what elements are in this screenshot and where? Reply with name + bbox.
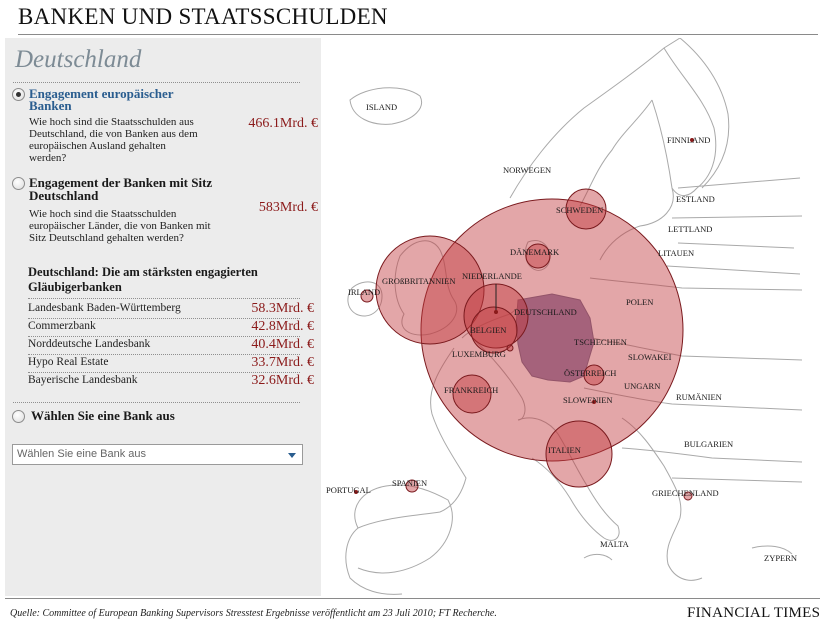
creditor-value: 40.4Mrd. €	[251, 337, 314, 352]
divider	[28, 372, 300, 373]
label-irland: IRLAND	[348, 287, 380, 297]
divider	[28, 354, 300, 355]
option-desc-line: Deutschland, die von Banken aus dem	[29, 128, 198, 140]
label-lettland: LETTLAND	[668, 224, 712, 234]
dot-portugal	[354, 490, 358, 494]
creditor-name: Bayerische Landesbank	[28, 374, 138, 386]
label-polen: POLEN	[626, 297, 653, 307]
divider	[28, 318, 300, 319]
creditors-heading-line1: Deutschland: Die am stärksten engagierte…	[28, 265, 258, 279]
divider	[28, 336, 300, 337]
label-slowakei: SLOWAKEI	[628, 352, 672, 362]
bubble-belgien[interactable]	[470, 306, 518, 354]
label-finnland: FINNLAND	[667, 135, 710, 145]
label-belgien: BELGIEN	[470, 325, 506, 335]
creditor-value: 42.8Mrd. €	[251, 319, 314, 334]
radio-engagement-european-banks[interactable]	[12, 88, 25, 101]
creditor-value: 32.6Mrd. €	[251, 373, 314, 388]
label-griechenland: GRIECHENLAND	[652, 488, 719, 498]
bubble-schweden[interactable]	[565, 188, 607, 230]
bubble-griechenland[interactable]	[683, 491, 693, 501]
divider	[13, 402, 300, 403]
creditor-value: 58.3Mrd. €	[251, 301, 314, 316]
brand-logo: FINANCIAL TIMES	[687, 605, 821, 621]
bubble-luxemburg[interactable]	[506, 344, 514, 352]
germany-highlight	[515, 293, 595, 383]
bubble-daenemark[interactable]	[525, 243, 551, 269]
creditor-name: Commerzbank	[28, 320, 96, 332]
city-dots	[354, 138, 694, 494]
label-rumaenien: RUMÄNIEN	[676, 392, 722, 402]
label-spanien: SPANIEN	[392, 478, 427, 488]
option-title-european-banks-line2[interactable]: Banken	[29, 98, 72, 113]
option-desc-line: Sitz Deutschland gehalten werden?	[29, 232, 184, 244]
creditors-heading: Deutschland: Die am stärksten engagierte…	[28, 265, 308, 295]
creditors-heading-line2: Gläubigerbanken	[28, 280, 122, 294]
bubble-grossbritannien[interactable]	[375, 235, 485, 345]
page-title: BANKEN UND STAATSSCHULDEN	[18, 4, 388, 29]
creditor-value: 33.7Mrd. €	[251, 355, 314, 370]
label-litauen: LITAUEN	[658, 248, 694, 258]
bubble-frankreich[interactable]	[452, 374, 492, 414]
exposure-bubbles	[360, 188, 693, 501]
bank-select-value: Wählen Sie eine Bank aus	[17, 448, 147, 460]
bubble-italien[interactable]	[545, 420, 613, 488]
footer-rule	[5, 598, 820, 599]
label-oesterreich: ÖSTERREICH	[564, 368, 616, 378]
bubble-spanien[interactable]	[405, 479, 419, 493]
option-desc-line: europäischen Ausland gehalten	[29, 140, 166, 152]
choose-bank-label[interactable]: Wählen Sie eine Bank aus	[31, 408, 175, 423]
option-desc-line: Wie hoch sind die Staatsschulden	[29, 208, 177, 220]
label-norwegen: NORWEGEN	[503, 165, 551, 175]
chevron-down-icon[interactable]	[288, 453, 296, 458]
europe-map: ISLAND FINNLAND NORWEGEN SCHWEDEN ESTLAN…	[322, 38, 819, 596]
divider	[13, 82, 300, 83]
label-deutschland: DEUTSCHLAND	[514, 307, 577, 317]
bubble-irland[interactable]	[360, 289, 374, 303]
label-niederlande: NIEDERLANDE	[462, 271, 522, 281]
label-island: ISLAND	[366, 102, 397, 112]
label-malta: MALTA	[600, 539, 630, 549]
label-ungarn: UNGARN	[624, 381, 660, 391]
creditor-name: Norddeutsche Landesbank	[28, 338, 151, 350]
side-panel	[5, 38, 321, 596]
label-luxemburg: LUXEMBURG	[452, 349, 506, 359]
label-tschechien: TSCHECHIEN	[574, 337, 627, 347]
label-zypern: ZYPERN	[764, 553, 797, 563]
dot-niederlande	[494, 310, 498, 314]
creditor-name: Hypo Real Estate	[28, 356, 109, 368]
radio-choose-bank[interactable]	[12, 410, 25, 423]
bubble-oesterreich[interactable]	[583, 364, 605, 386]
option-desc-line: Wie hoch sind die Staatsschulden aus	[29, 116, 194, 128]
label-slowenien: SLOWENIEN	[563, 395, 613, 405]
label-daenemark: DÄNEMARK	[510, 247, 560, 257]
label-estland: ESTLAND	[676, 194, 715, 204]
radio-engagement-german-banks[interactable]	[12, 177, 25, 190]
amount-german-banks: 583Mrd. €	[258, 200, 318, 215]
bank-select[interactable]: Wählen Sie eine Bank aus	[12, 444, 303, 465]
label-grossbritannien: GROßBRITANNIEN	[382, 276, 455, 286]
land-outlines	[345, 38, 803, 595]
label-schweden: SCHWEDEN	[556, 205, 603, 215]
source-note: Quelle: Committee of European Banking Su…	[10, 608, 497, 619]
amount-european-banks: 466.1Mrd. €	[248, 116, 318, 131]
creditor-name: Landesbank Baden-Württemberg	[28, 302, 181, 314]
divider	[28, 298, 300, 299]
dot-slowenien	[592, 400, 596, 404]
bubble-deutschland-region[interactable]	[420, 198, 684, 462]
country-heading: Deutschland	[15, 46, 142, 73]
label-portugal: PORTUGAL	[326, 485, 371, 495]
label-italien: ITALIEN	[548, 445, 581, 455]
option-title-european-banks[interactable]: Engagement europäischer	[29, 86, 174, 101]
option-title-german-banks[interactable]: Engagement der Banken mit Sitz	[29, 175, 213, 190]
label-frankreich: FRANKREICH	[444, 385, 498, 395]
dot-finnland	[690, 138, 694, 142]
title-rule	[18, 34, 818, 35]
option-desc-line: werden?	[29, 152, 67, 164]
option-title-german-banks-line2[interactable]: Deutschland	[29, 188, 99, 203]
option-desc-line: europäischer Länder, die von Banken mit	[29, 220, 211, 232]
label-bulgarien: BULGARIEN	[684, 439, 733, 449]
